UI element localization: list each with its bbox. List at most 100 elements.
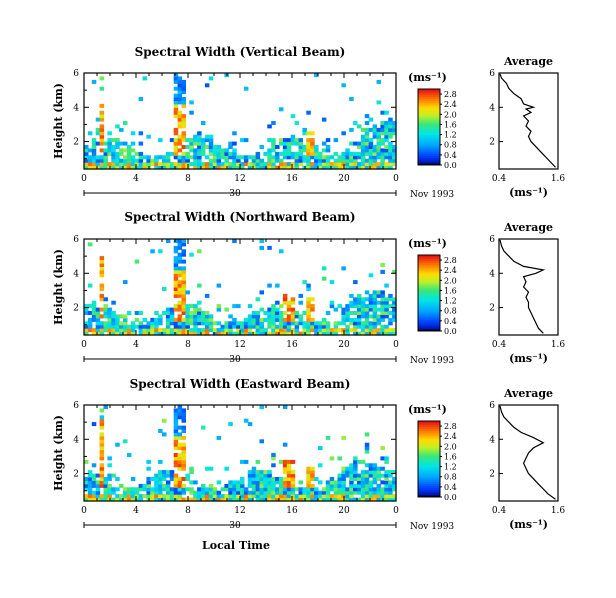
heatmap-cell (181, 418, 186, 423)
heatmap-cell (368, 324, 374, 329)
heatmap-cell (181, 162, 186, 167)
heatmap-cell (204, 314, 210, 319)
heatmap-cell (173, 148, 179, 153)
colorbar-tick-label: 0.4 (444, 151, 457, 160)
heatmap-cell (364, 470, 370, 475)
colorbar-segment (418, 325, 440, 328)
heatmap-cell (380, 131, 385, 136)
heatmap-cell (95, 490, 101, 495)
colorbar-segment (418, 113, 440, 116)
heatmap-cell (353, 321, 358, 326)
heatmap-cell (169, 490, 175, 495)
heatmap-cell (392, 158, 397, 163)
heatmap-cell (146, 321, 151, 326)
heatmap-cell (84, 483, 89, 488)
heatmap-cell (318, 155, 323, 160)
heatmap-cell (212, 487, 218, 492)
heatmap-cell (333, 162, 339, 167)
heatmap-cell (173, 145, 179, 149)
heatmap-cell (142, 76, 147, 81)
heatmap-cell (388, 165, 393, 170)
heatmap-cell (123, 490, 128, 495)
heatmap-cell (177, 273, 183, 278)
heatmap-cell (329, 155, 335, 160)
heatmap-cell (173, 100, 179, 105)
heatmap-cell (107, 487, 112, 492)
heatmap-cell (306, 321, 311, 326)
colorbar-segment (418, 428, 440, 431)
heatmap-cell (310, 304, 315, 309)
heatmap-cell (220, 494, 225, 499)
heatmap-cell (325, 487, 331, 492)
heatmap-cell (384, 473, 389, 478)
heatmap-cell (103, 477, 108, 481)
heatmap-cell (380, 110, 385, 115)
heatmap-cell (243, 138, 249, 143)
heatmap-cell (99, 432, 105, 437)
heatmap-cell (392, 304, 397, 309)
heatmap-cell (380, 293, 385, 298)
heatmap-cell (384, 138, 389, 143)
heatmap-cell (154, 480, 159, 485)
date-day-label: 30 (229, 355, 241, 365)
heatmap-cell (150, 249, 155, 254)
heatmap-cell (99, 165, 105, 170)
heatmap-cell (84, 328, 89, 333)
heatmap-cell (251, 466, 257, 471)
average-frame (498, 404, 559, 502)
heatmap-cell (123, 487, 128, 492)
heatmap-cell (173, 256, 179, 261)
heatmap-cell (259, 483, 264, 488)
heatmap-cell (259, 405, 264, 409)
heatmap-cell (349, 317, 354, 322)
heatmap-cell (193, 155, 198, 160)
heatmap-cell (243, 324, 249, 329)
heatmap-cell (372, 158, 378, 163)
heatmap-cell (267, 480, 272, 485)
heatmap-cell (329, 162, 335, 167)
x-tick-label: 16 (286, 174, 298, 184)
heatmap-cell (87, 490, 93, 495)
heatmap-cell (177, 442, 183, 447)
heatmap-cell (259, 477, 264, 481)
heatmap-cell (173, 328, 179, 333)
heatmap-cell (376, 307, 381, 312)
heatmap-cell (306, 141, 311, 146)
heatmap-cell (275, 151, 280, 156)
heatmap-cell (189, 252, 194, 257)
heatmap-cell (251, 473, 257, 478)
heatmap-cell (173, 138, 179, 143)
colorbar-segment (418, 441, 440, 445)
heatmap-cell (255, 331, 261, 336)
average-y-tick-label: 2 (489, 304, 495, 314)
heatmap-cell (177, 487, 183, 492)
heatmap-cell (310, 307, 315, 312)
heatmap-cell (165, 490, 171, 495)
heatmap-cell (271, 304, 276, 309)
heatmap-cell (388, 311, 393, 315)
heatmap-cell (251, 483, 257, 488)
heatmap-cell (282, 297, 288, 302)
heatmap-cell (99, 477, 105, 481)
heatmap-cell (263, 470, 268, 475)
heatmap-cell (341, 435, 346, 440)
heatmap-cell (162, 328, 167, 333)
heatmap-cell (290, 155, 296, 160)
heatmap-cell (111, 490, 116, 495)
heatmap-cell (142, 155, 147, 160)
heatmap-cell (321, 487, 327, 492)
heatmap-cell (349, 483, 354, 488)
heatmap-cell (130, 148, 136, 153)
heatmap-cell (259, 439, 264, 444)
x-tick-label: 0 (393, 506, 399, 516)
heatmap-cell (314, 490, 319, 495)
heatmap-cell (384, 304, 389, 309)
heatmap-cell (169, 487, 175, 492)
heatmap-cell (282, 483, 288, 488)
heatmap-cell (247, 331, 253, 336)
heatmap-cell (384, 165, 389, 170)
heatmap-cell (111, 311, 116, 315)
heatmap-cell (142, 328, 147, 333)
heatmap-cell (99, 480, 105, 485)
heatmap-cell (165, 165, 171, 170)
